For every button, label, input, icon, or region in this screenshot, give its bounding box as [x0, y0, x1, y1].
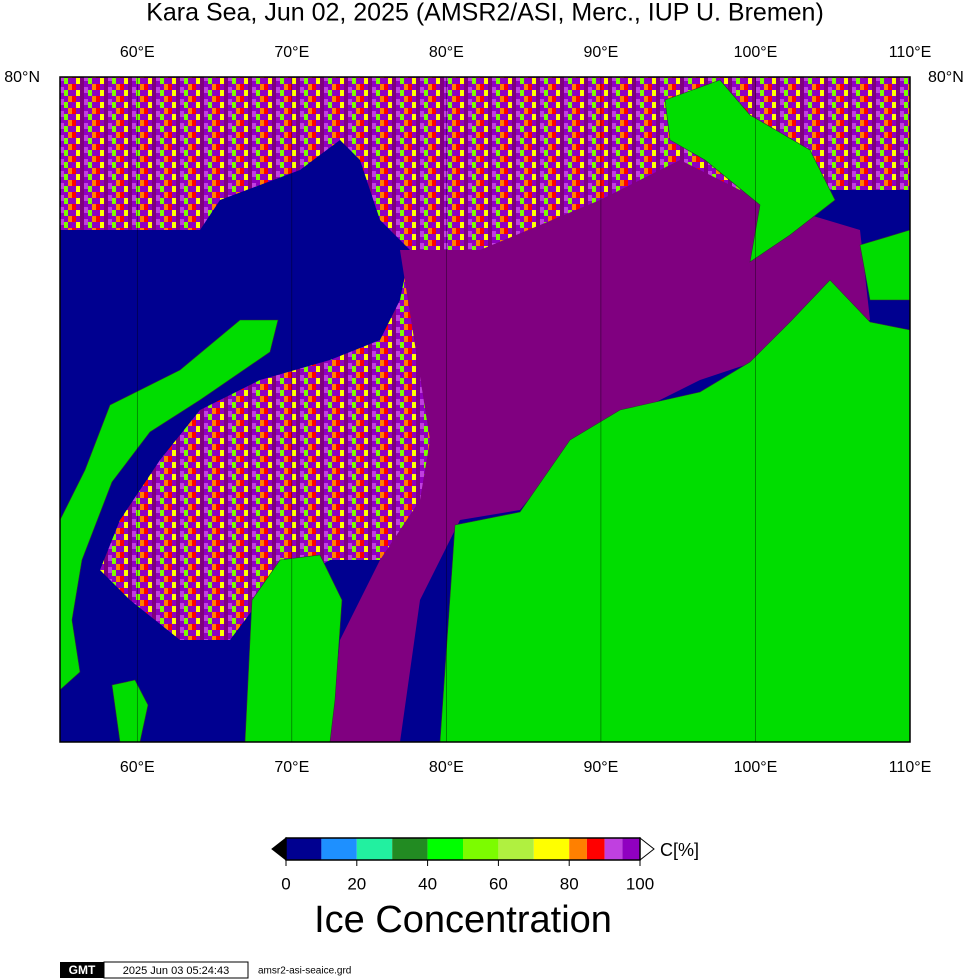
- colorbar-bin: [569, 838, 587, 860]
- lat-label: 80°N: [4, 69, 40, 86]
- fast-ice: [330, 160, 870, 742]
- colorbar-tick-label: 0: [281, 874, 290, 893]
- lon-label-bottom: 80°E: [429, 759, 464, 776]
- lon-label-bottom: 90°E: [583, 759, 618, 776]
- colorbar: C[%] Ice Concentration 0 20 40 60 80 100: [271, 836, 699, 941]
- map-frame: [59, 76, 911, 743]
- colorbar-tick-label: 20: [347, 874, 366, 893]
- timestamp: 2025 Jun 03 05:24:43: [123, 965, 229, 977]
- map: 80°N 80°N: [4, 69, 964, 743]
- colorbar-bin: [392, 838, 428, 860]
- colorbar-bin: [463, 838, 499, 860]
- colorbar-unit: C[%]: [660, 840, 699, 860]
- colorbar-tick-label: 80: [560, 874, 579, 893]
- lon-label-bottom: 110°E: [889, 759, 932, 776]
- colorbar-bin: [604, 838, 623, 860]
- colorbar-bin: [356, 838, 393, 860]
- title: Kara Sea, Jun 02, 2025 (AMSR2/ASI, Merc.…: [146, 0, 824, 27]
- colorbar-under: [271, 836, 287, 862]
- logo: GMT: [69, 963, 96, 977]
- land: [59, 79, 911, 743]
- lon-label-top: 80°E: [429, 44, 464, 61]
- lon-label-bottom: 100°E: [734, 759, 778, 776]
- colorbar-bin: [286, 838, 322, 860]
- colorbar-bin: [427, 838, 463, 860]
- lon-label-top: 70°E: [274, 44, 309, 61]
- lon-label-top: 90°E: [583, 44, 618, 61]
- colorbar-bin: [321, 838, 357, 860]
- footer: GMT 2025 Jun 03 05:24:43 amsr2-asi-seaic…: [60, 961, 351, 979]
- colorbar-bin: [622, 838, 640, 860]
- file-name: amsr2-asi-seaice.grd: [258, 966, 351, 977]
- colorbar-frame: [285, 837, 641, 861]
- colorbar-tick-label: 100: [626, 874, 654, 893]
- lon-label-bottom: 70°E: [274, 759, 309, 776]
- colorbar-bin: [498, 838, 534, 860]
- lon-label-top: 60°E: [120, 44, 155, 61]
- colorbar-over: [639, 836, 655, 862]
- lon-label-top: 100°E: [734, 44, 778, 61]
- lon-label-bottom: 60°E: [120, 759, 155, 776]
- colorbar-tick-label: 60: [489, 874, 508, 893]
- lon-label-top: 110°E: [889, 44, 932, 61]
- colorbar-bin: [533, 838, 570, 860]
- colorbar-label: Ice Concentration: [314, 899, 612, 941]
- colorbar-bin: [586, 838, 605, 860]
- timestamp-box: [103, 961, 249, 979]
- lat-label: 80°N: [928, 69, 964, 86]
- colorbar-tick-label: 40: [418, 874, 437, 893]
- logo-box: [60, 962, 104, 978]
